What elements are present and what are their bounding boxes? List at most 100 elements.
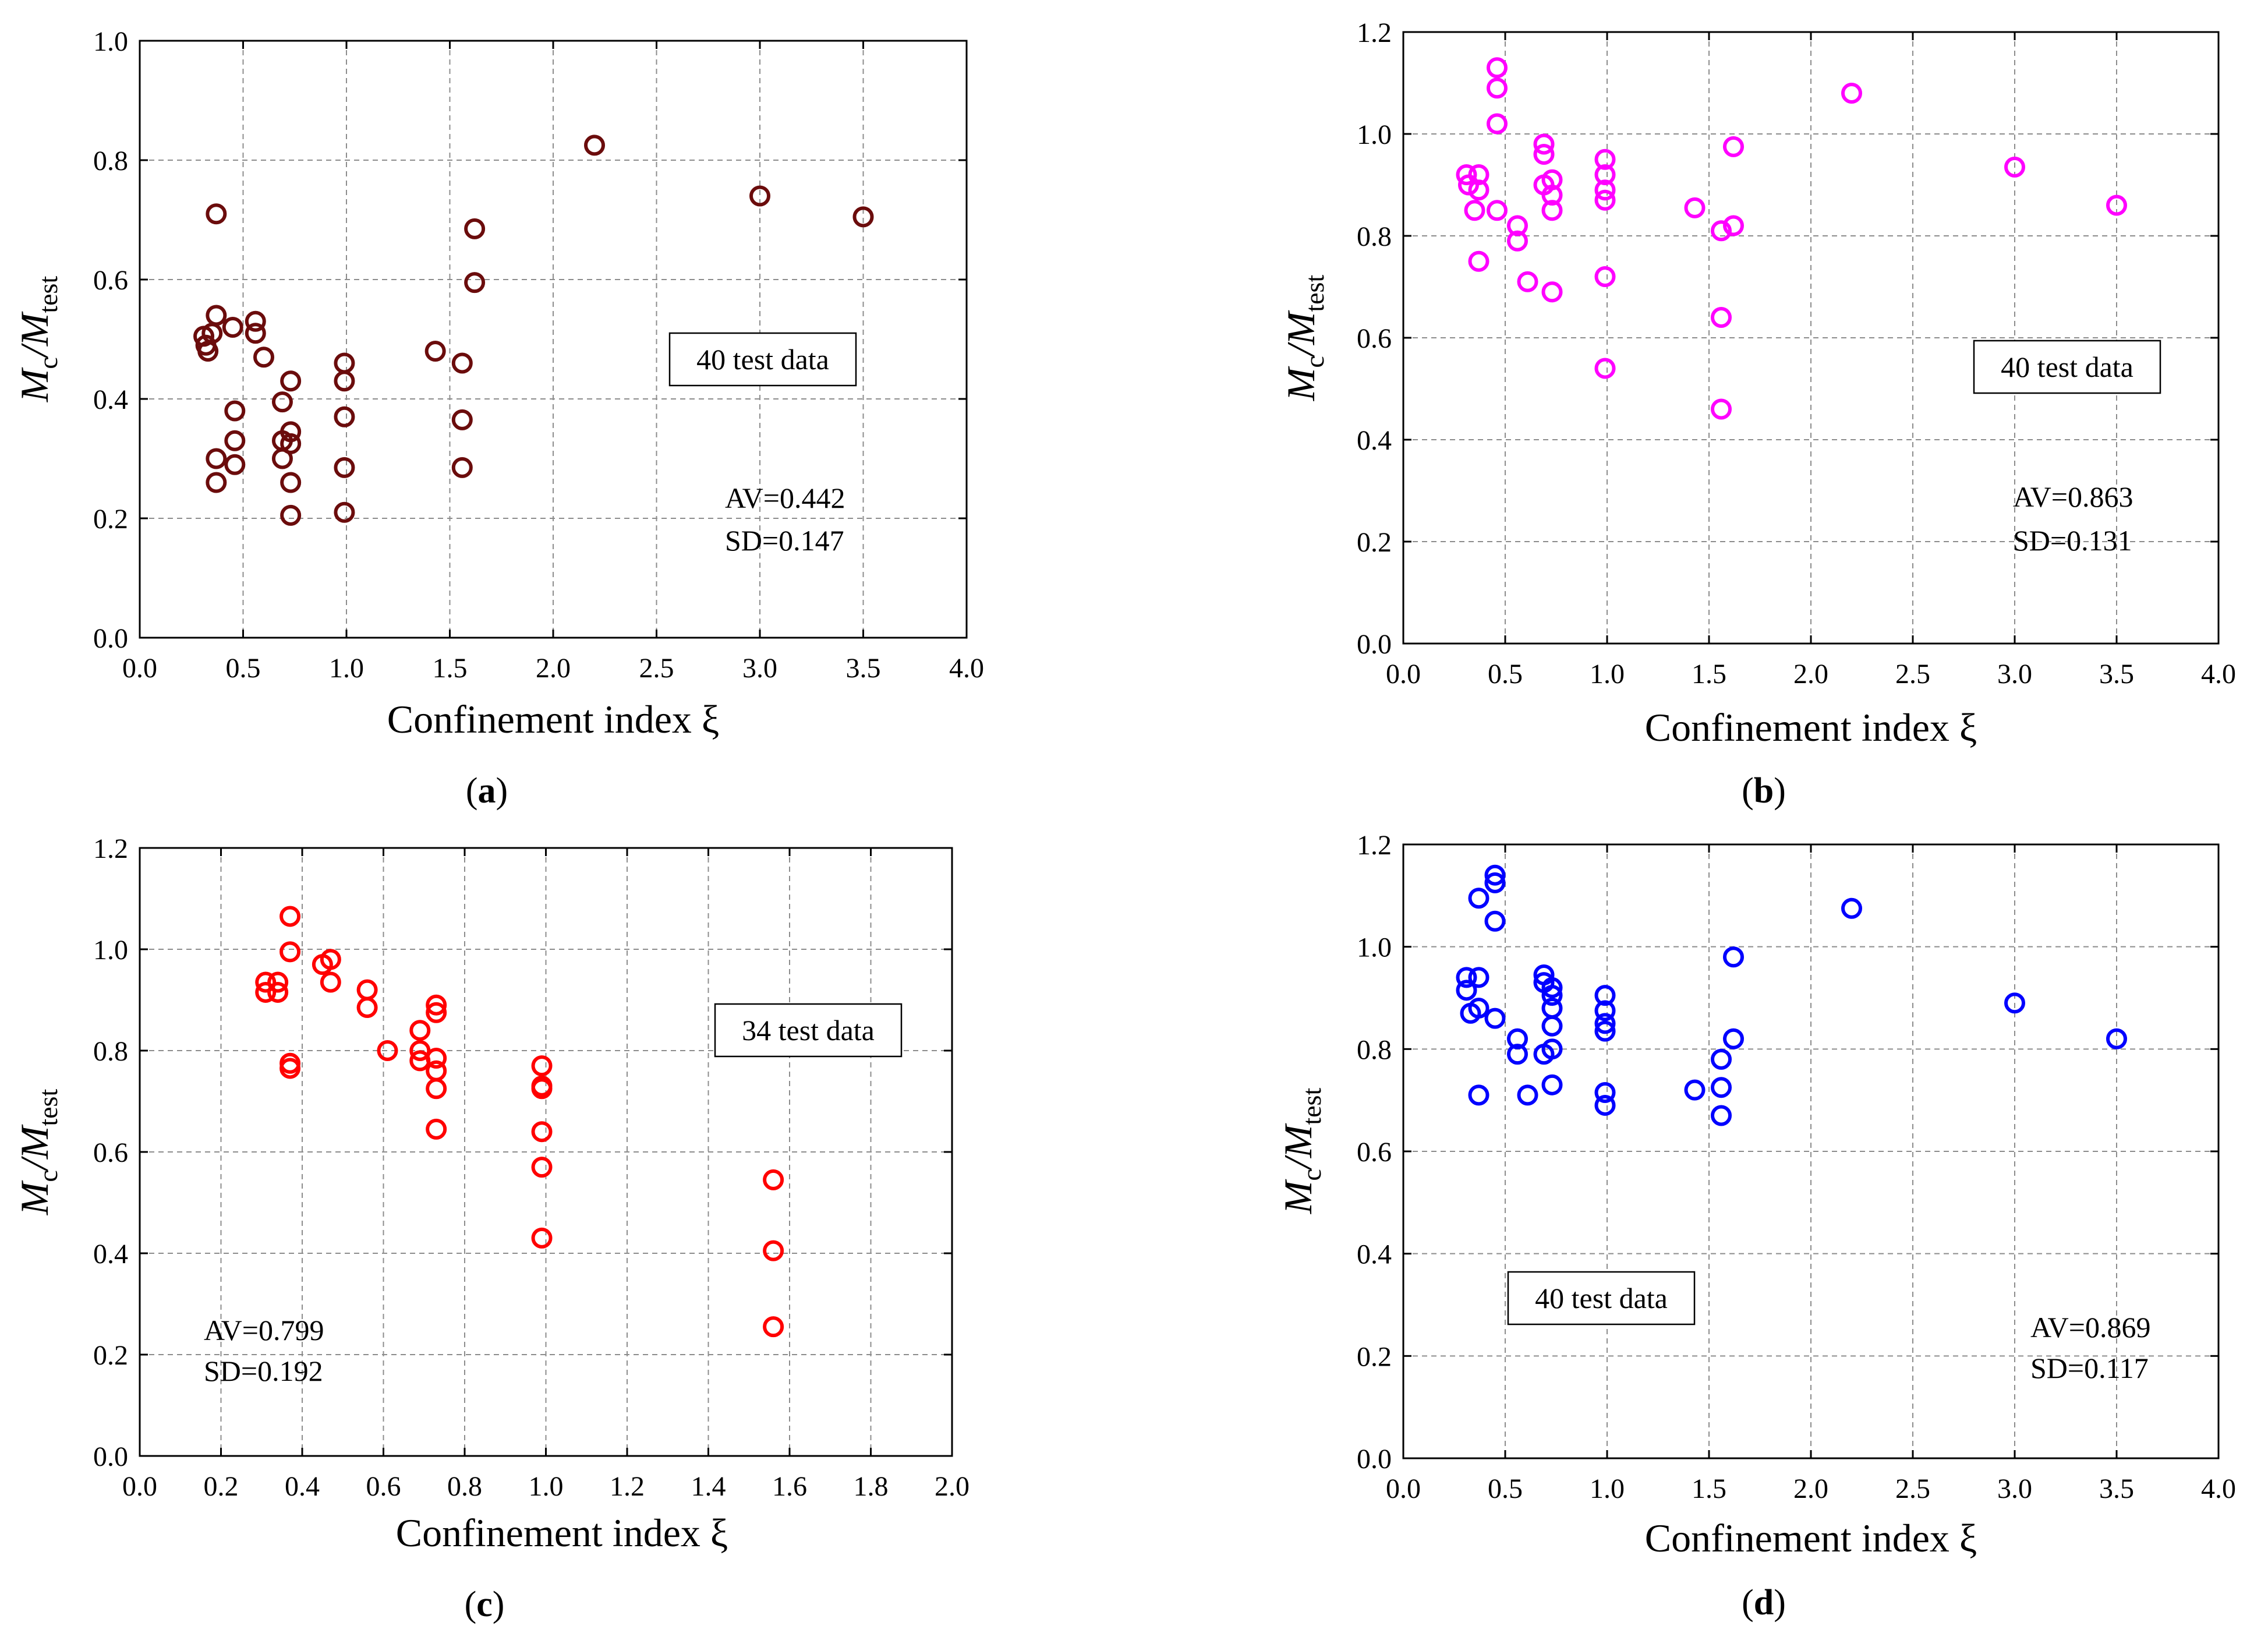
x-tick-label: 0.5	[1488, 1473, 1523, 1504]
y-tick-label: 0.6	[1357, 323, 1392, 354]
y-tick-label: 0.8	[93, 1036, 128, 1067]
data-point	[1456, 980, 1477, 1001]
data-point	[1723, 136, 1744, 157]
y-tick-label: 1.0	[1357, 932, 1392, 963]
average-label: AV=0.799	[204, 1314, 324, 1346]
x-tick-label: 0.0	[122, 1471, 157, 1502]
x-tick-label: 1.0	[1590, 1473, 1625, 1504]
data-point	[426, 1118, 447, 1140]
panel-caption: (d)	[1742, 1583, 1786, 1623]
x-tick-label: 1.5	[1692, 659, 1726, 690]
data-point	[280, 370, 302, 392]
data-point	[1533, 133, 1555, 155]
data-point	[763, 1169, 784, 1190]
data-point	[1484, 864, 1506, 886]
data-point	[409, 1040, 431, 1061]
data-point	[531, 1157, 553, 1178]
data-point	[206, 203, 227, 225]
y-tick-label: 0.8	[1357, 221, 1392, 252]
data-point	[206, 305, 227, 326]
data-point	[334, 406, 355, 427]
data-point	[1517, 1084, 1538, 1106]
data-point	[1456, 164, 1477, 185]
data-point	[1594, 1020, 1616, 1042]
data-point	[426, 1078, 447, 1100]
x-tick-label: 2.0	[935, 1471, 970, 1502]
x-tick-label: 1.6	[772, 1471, 807, 1502]
x-axis-label: Confinement index ξ	[396, 1511, 728, 1555]
data-point	[1841, 897, 1862, 919]
x-tick-label: 2.0	[1793, 1473, 1828, 1504]
x-tick-label: 2.5	[639, 653, 674, 684]
data-point	[1711, 1077, 1732, 1098]
x-tick-label: 2.5	[1895, 659, 1930, 690]
y-tick-label: 0.8	[1357, 1034, 1392, 1065]
data-point	[1711, 1048, 1732, 1070]
x-tick-label: 3.0	[1997, 659, 2032, 690]
data-point	[1594, 1000, 1616, 1021]
y-tick-label: 1.0	[93, 26, 128, 57]
data-point	[1541, 1015, 1563, 1037]
scatter-plot-d: 0.0 0.5 1.0 1.5 2.0 2.5 3.0 3.5 4.0 0.0 0.2 0.4 0.6 0…	[1276, 830, 2236, 1623]
data-point	[531, 1227, 553, 1249]
panel-caption: (b)	[1742, 771, 1786, 811]
x-tick-label: 3.5	[846, 653, 881, 684]
data-point	[279, 1058, 301, 1079]
x-tick-label: 3.5	[2099, 659, 2134, 690]
data-point	[464, 272, 486, 294]
data-point	[206, 448, 227, 469]
data-point	[852, 206, 874, 228]
chart-panel-a: 0.0 0.5 1.0 1.5 2.0 2.5 3.0 3.5 4.0 0.0 0.2 0.4 0.6 0…	[0, 0, 1134, 813]
data-point	[245, 310, 266, 332]
data-point	[763, 1240, 784, 1261]
x-tick-label: 1.5	[1692, 1473, 1726, 1504]
y-tick-label: 0.6	[93, 1137, 128, 1168]
data-point	[1468, 179, 1489, 201]
data-point	[1711, 307, 1732, 328]
std-dev-label: SD=0.131	[2013, 524, 2132, 557]
x-axis-label: Confinement index ξ	[1645, 705, 1977, 750]
x-tick-label: 0.5	[226, 653, 261, 684]
scatter-plot-a: 0.0 0.5 1.0 1.5 2.0 2.5 3.0 3.5 4.0 0.0 0.2 0.4 0.6 0…	[12, 26, 984, 811]
data-point	[334, 501, 355, 523]
data-point	[1541, 998, 1563, 1019]
data-point	[1487, 200, 1508, 221]
x-tick-label: 1.8	[854, 1471, 889, 1502]
y-tick-label: 0.2	[1357, 527, 1392, 558]
x-tick-label: 0.8	[447, 1471, 482, 1502]
data-point	[1594, 179, 1616, 201]
data-point	[2106, 1028, 2127, 1049]
data-point	[1541, 985, 1563, 1006]
data-point	[1507, 215, 1528, 236]
data-point	[1723, 1028, 1744, 1049]
data-point	[222, 317, 243, 338]
sample-count-label: 40 test data	[2001, 351, 2133, 383]
data-point	[1468, 967, 1489, 988]
data-point	[2004, 156, 2025, 178]
data-point	[320, 949, 341, 970]
data-point	[1594, 164, 1616, 185]
y-tick-label: 0.0	[1357, 1444, 1392, 1475]
data-point	[1456, 967, 1477, 988]
y-tick-label: 0.0	[93, 1441, 128, 1472]
data-point	[267, 971, 289, 993]
y-axis-label: Mc/Mtest	[1276, 1088, 1326, 1215]
y-tick-label: 0.0	[93, 623, 128, 654]
x-tick-label: 0.2	[204, 1471, 239, 1502]
sample-count-box: 40 test data	[1973, 340, 2161, 394]
x-tick-label: 1.0	[1590, 659, 1625, 690]
y-tick-label: 0.8	[93, 146, 128, 176]
scatter-plot-b: 0.0 0.5 1.0 1.5 2.0 2.5 3.0 3.5 4.0 0.0 0.2 0.4 0.6 0…	[1279, 17, 2236, 811]
scatter-plot-c: 0.0 0.2 0.4 0.6 0.8 1.0 1.2 1.4 1.6 1.8 2.0 0.0 0.2 0…	[12, 833, 970, 1624]
data-point	[280, 504, 302, 526]
sample-count-label: 40 test data	[1535, 1282, 1668, 1314]
data-point	[255, 971, 277, 993]
data-point	[451, 457, 473, 478]
data-point	[464, 218, 486, 239]
data-point	[224, 454, 246, 475]
average-label: AV=0.863	[2013, 480, 2133, 513]
x-tick-label: 0.0	[122, 653, 157, 684]
data-point	[253, 347, 274, 368]
data-point	[1517, 271, 1538, 292]
data-point	[1594, 266, 1616, 287]
